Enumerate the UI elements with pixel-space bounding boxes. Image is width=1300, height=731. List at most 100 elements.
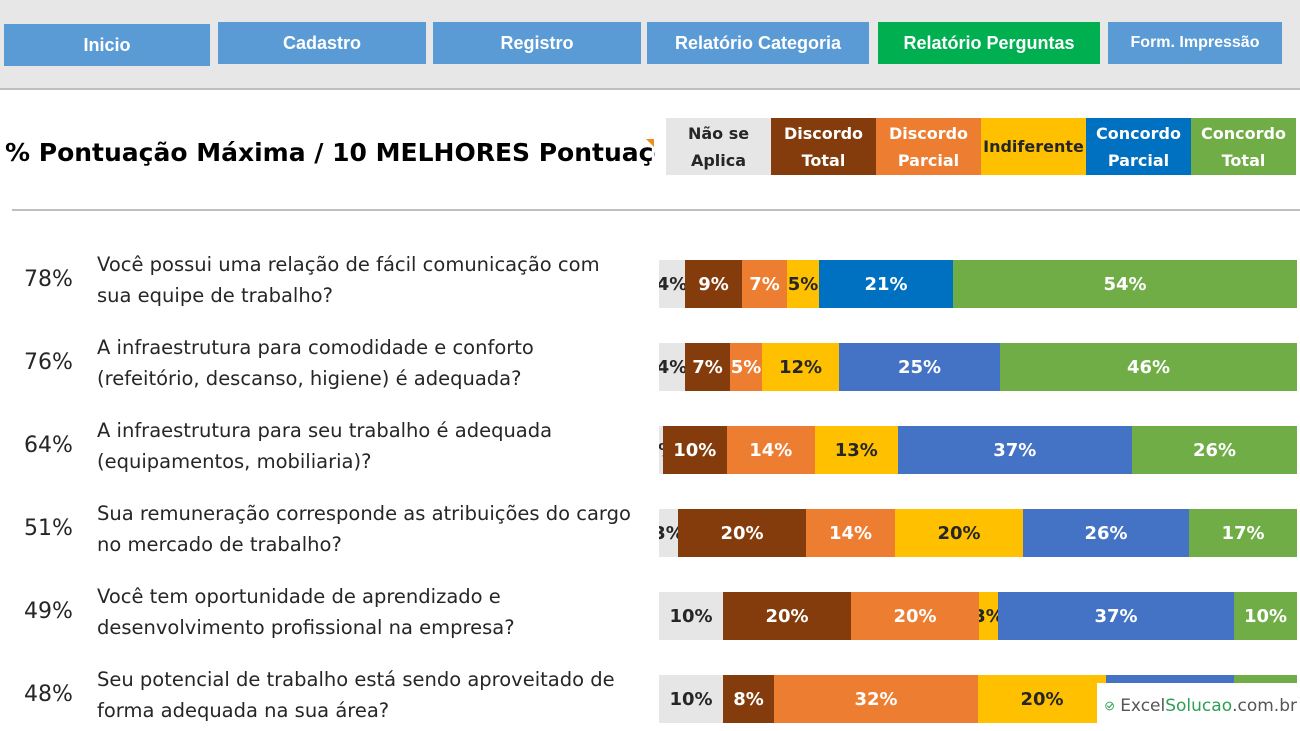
bar-segment: 3% [659, 509, 678, 557]
legend-item-label: Concordo Parcial [1096, 120, 1181, 174]
bar-segment: 26% [1132, 426, 1297, 474]
row-question-line1: A infraestrutura para comodidade e confo… [97, 336, 534, 359]
divider [12, 209, 1300, 211]
legend-label-line2: Aplica [690, 150, 747, 170]
bar-segment: 26% [1023, 509, 1189, 557]
legend-label-line1: Não se [687, 123, 750, 143]
bar-segment: 37% [998, 592, 1234, 640]
legend-item: Indiferente [981, 118, 1086, 175]
legend-item-label: Indiferente [983, 133, 1084, 160]
watermark-text-2: Solucao [1165, 696, 1233, 716]
bar-segment: 14% [806, 509, 895, 557]
legend-label-line2: Parcial [897, 150, 960, 170]
legend-item: Concordo Total [1191, 118, 1296, 175]
stacked-bar: 10%20%20%3%37%10% [659, 592, 1297, 640]
bar-segment: 20% [978, 675, 1106, 723]
row-question: A infraestrutura para seu trabalho é ade… [97, 415, 647, 477]
bar-segment: 7% [685, 343, 730, 391]
row-question-line2: forma adequada na sua área? [97, 699, 390, 722]
bar-segment: 8% [723, 675, 774, 723]
bar-segment: 5% [730, 343, 762, 391]
row-question-line1: Sua remuneração corresponde as atribuiçõ… [97, 502, 631, 525]
bar-segment: 37% [897, 426, 1133, 474]
legend-label-line2: Parcial [1107, 150, 1170, 170]
legend-item-label: Discordo Total [784, 120, 863, 174]
legend-item-label: Discordo Parcial [889, 120, 968, 174]
legend-label-line2: Total [1221, 150, 1266, 170]
legend-label-line1: Discordo [783, 123, 864, 143]
nav-button-registro[interactable]: Registro [433, 22, 641, 64]
watermark-text-1: Excel [1120, 696, 1166, 716]
row-question-line1: A infraestrutura para seu trabalho é ade… [97, 419, 553, 442]
bar-segment: 20% [895, 509, 1023, 557]
row-score: 64% [24, 433, 73, 458]
watermark-logo: Excel Solucao .com.br [1097, 683, 1297, 729]
bar-segment: 13% [815, 426, 898, 474]
legend-item: Discordo Total [771, 118, 876, 175]
bar-segment: 10% [1234, 592, 1297, 640]
bar-segment: 20% [723, 592, 851, 640]
cell-comment-marker [646, 139, 654, 147]
row-score: 49% [24, 599, 73, 624]
bar-segment: 9% [685, 260, 742, 308]
row-question: A infraestrutura para comodidade e confo… [97, 332, 647, 394]
row-question-line2: desenvolvimento profissional na empresa? [97, 616, 515, 639]
nav-button-cadastro[interactable]: Cadastro [218, 22, 426, 64]
row-score: 51% [24, 516, 73, 541]
bar-segment: 46% [1000, 343, 1297, 391]
page-title: % Pontuação Máxima / 10 MELHORES Pontuaç… [5, 138, 655, 167]
row-question-line2: sua equipe de trabalho? [97, 284, 333, 307]
row-score: 48% [24, 682, 73, 707]
bar-segment: 12% [762, 343, 839, 391]
row-score: 78% [24, 267, 73, 292]
row-question-line2: no mercado de trabalho? [97, 533, 342, 556]
bar-segment: 20% [678, 509, 806, 557]
row-question-line1: Você possui uma relação de fácil comunic… [97, 253, 600, 276]
stacked-bar: 0%10%14%13%37%26% [659, 426, 1297, 474]
bar-segment: 10% [659, 675, 723, 723]
bar-segment: 20% [851, 592, 979, 640]
bar-segment: 4% [659, 260, 685, 308]
bar-segment: 7% [742, 260, 787, 308]
nav-button-relatorio-categoria[interactable]: Relatório Categoria [647, 22, 869, 64]
legend-item: Discordo Parcial [876, 118, 981, 175]
legend-item-label: Concordo Total [1201, 120, 1286, 174]
bar-segment: 0% [659, 426, 663, 474]
bar-segment: 17% [1189, 509, 1297, 557]
row-question: Seu potencial de trabalho está sendo apr… [97, 664, 647, 726]
nav-button-relatorio-perguntas[interactable]: Relatório Perguntas [878, 22, 1100, 64]
row-question-line1: Você tem oportunidade de aprendizado e [97, 585, 501, 608]
bar-segment: 10% [662, 426, 727, 474]
legend-label-line2: Total [801, 150, 846, 170]
row-question-line1: Seu potencial de trabalho está sendo apr… [97, 668, 615, 691]
bar-segment: 10% [659, 592, 723, 640]
legend-label-line1: Concordo [1201, 123, 1286, 143]
check-circle-icon [1105, 701, 1114, 711]
bar-segment: 32% [774, 675, 978, 723]
legend-label-line1: Indiferente [983, 137, 1084, 156]
bar-segment: 5% [787, 260, 819, 308]
stacked-bar: 3%20%14%20%26%17% [659, 509, 1297, 557]
row-question: Sua remuneração corresponde as atribuiçõ… [97, 498, 647, 560]
bar-segment: 21% [819, 260, 953, 308]
bar-segment: 14% [726, 426, 816, 474]
top-navigation: Inicio Cadastro Registro Relatório Categ… [0, 0, 1300, 90]
nav-button-inicio[interactable]: Inicio [4, 24, 210, 66]
row-question: Você possui uma relação de fácil comunic… [97, 249, 647, 311]
legend: Não se Aplica Discordo Total Discordo Parcial… [666, 118, 1296, 175]
bar-segment: 54% [953, 260, 1297, 308]
bar-segment: 3% [979, 592, 998, 640]
legend-item-label: Não se Aplica [688, 120, 749, 174]
legend-label-line1: Concordo [1096, 123, 1181, 143]
row-question: Você tem oportunidade de aprendizado e de… [97, 581, 647, 643]
legend-label-line1: Discordo [888, 123, 969, 143]
row-score: 76% [24, 350, 73, 375]
watermark-text-3: .com.br [1232, 696, 1297, 716]
row-question-line2: (equipamentos, mobiliaria)? [97, 450, 372, 473]
stacked-bar: 4%7%5%12%25%46% [659, 343, 1297, 391]
row-question-line2: (refeitório, descanso, higiene) é adequa… [97, 367, 522, 390]
stacked-bar: 4%9%7%5%21%54% [659, 260, 1297, 308]
bar-segment: 25% [839, 343, 1000, 391]
nav-button-form-impressao[interactable]: Form. Impressão [1108, 22, 1282, 64]
bar-segment: 4% [659, 343, 685, 391]
